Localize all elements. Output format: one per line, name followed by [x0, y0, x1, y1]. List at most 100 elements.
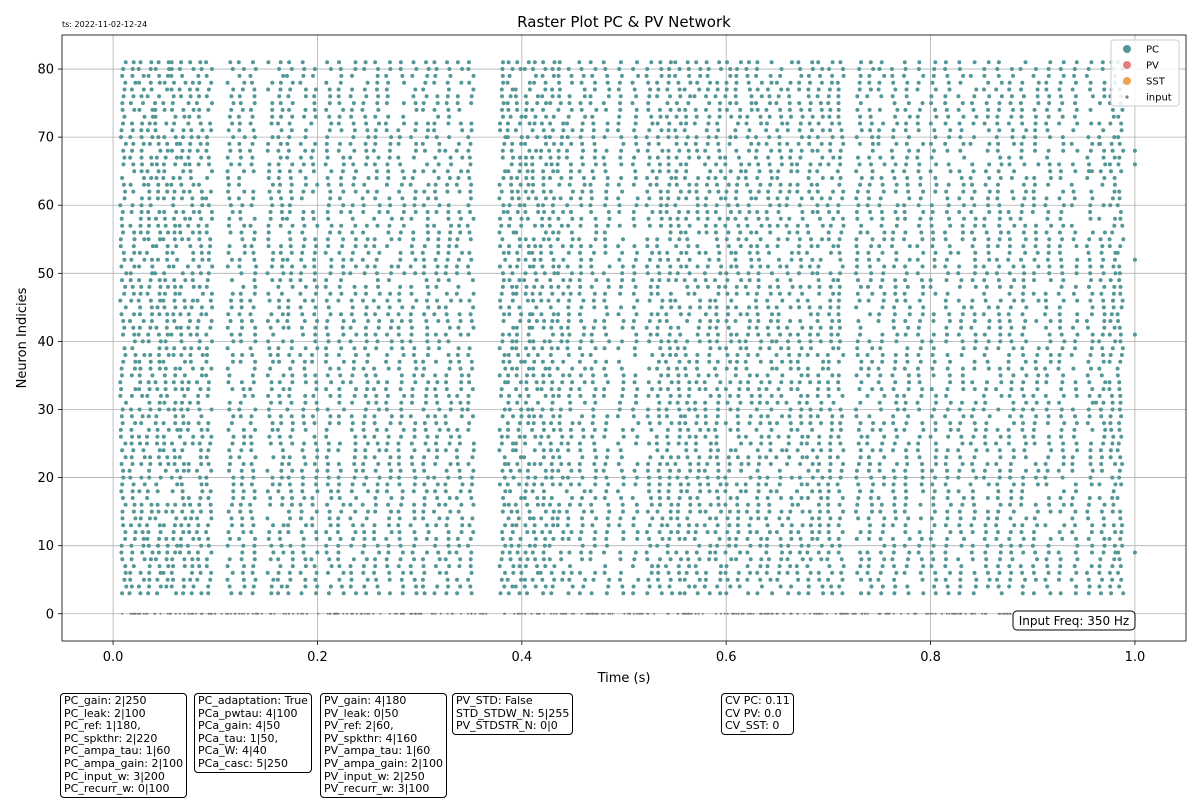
pc-spike [287, 570, 292, 575]
pc-spike [733, 250, 738, 255]
pc-spike [239, 230, 244, 235]
pc-spike [620, 584, 625, 589]
pc-spike [299, 591, 304, 596]
pc-spike [526, 60, 531, 65]
pc-spike [605, 448, 610, 453]
pc-spike [510, 284, 515, 289]
pc-spike [399, 373, 404, 378]
pc-spike [227, 114, 232, 119]
pc-spike [548, 278, 553, 283]
pc-spike [328, 67, 333, 71]
pc-spike [703, 577, 708, 582]
pc-spike [550, 128, 555, 133]
pc-spike [729, 557, 734, 562]
pc-spike [693, 407, 698, 412]
pc-spike [836, 346, 841, 351]
pc-spike [693, 564, 698, 569]
pc-spike [788, 80, 793, 85]
pc-spike [457, 107, 462, 112]
pc-spike [530, 407, 535, 412]
pc-spike [543, 564, 548, 569]
pc-spike [593, 530, 598, 535]
pc-spike [209, 407, 214, 412]
pc-spike [387, 60, 392, 65]
pc-spike [826, 359, 831, 364]
pc-spike [466, 427, 471, 432]
pc-spike [154, 155, 159, 160]
pc-spike [190, 570, 194, 575]
pc-spike [364, 475, 369, 480]
pc-spike [703, 148, 708, 153]
pc-spike [870, 509, 874, 514]
pc-spike [252, 496, 257, 500]
pc-spike [121, 250, 126, 255]
pc-spike [301, 73, 306, 78]
pc-spike [354, 332, 359, 337]
pc-spike [301, 550, 306, 555]
pc-spike [147, 189, 152, 194]
pc-spike [719, 196, 723, 201]
pc-spike [826, 380, 830, 385]
pc-spike [768, 577, 773, 582]
pc-spike [676, 441, 681, 446]
pc-spike [187, 189, 192, 194]
pc-spike [503, 570, 507, 575]
pc-spike [239, 298, 244, 303]
pc-spike [795, 427, 800, 432]
pc-spike [673, 73, 678, 78]
pc-spike [188, 319, 192, 323]
pc-spike [805, 298, 810, 303]
pc-spike [696, 462, 701, 466]
pc-spike [621, 373, 626, 378]
pc-spike [517, 237, 522, 242]
pc-spike [436, 162, 441, 167]
pc-spike [556, 107, 561, 112]
pc-spike [408, 264, 413, 269]
pc-spike [249, 530, 254, 535]
pc-spike [389, 237, 394, 242]
pc-spike [733, 448, 738, 453]
pc-spike [517, 244, 522, 249]
pc-spike [172, 319, 177, 323]
pc-spike [893, 584, 898, 589]
pc-spike [725, 530, 730, 535]
pc-spike [187, 400, 192, 405]
pc-spike [577, 421, 582, 426]
pc-spike [519, 496, 524, 500]
pc-spike [425, 284, 430, 289]
pc-spike [725, 400, 730, 405]
pc-spike [788, 366, 793, 371]
pc-spike [547, 557, 552, 562]
pc-spike [673, 176, 678, 180]
pc-spike [503, 380, 508, 385]
pc-spike [208, 325, 213, 330]
pc-spike [421, 564, 426, 569]
pc-spike [658, 189, 663, 194]
pc-spike [602, 319, 607, 323]
pc-spike [658, 462, 662, 466]
pc-spike [728, 73, 733, 78]
pc-spike [526, 244, 531, 249]
pc-spike [172, 80, 176, 85]
pc-spike [868, 87, 873, 92]
pc-spike [667, 346, 672, 351]
pc-spike [784, 203, 789, 208]
pc-spike [541, 421, 546, 426]
pc-spike [467, 155, 472, 160]
pc-spike [503, 543, 508, 548]
pc-spike [532, 80, 537, 85]
pc-spike [684, 475, 689, 480]
pc-spike [303, 577, 308, 582]
pc-spike [656, 468, 661, 473]
pc-spike [605, 176, 610, 180]
pc-spike [695, 332, 700, 337]
pc-spike [470, 455, 475, 460]
pc-spike [855, 353, 860, 357]
pc-spike [603, 244, 608, 249]
pc-spike [539, 250, 543, 255]
pc-spike [248, 387, 253, 392]
pc-spike [697, 543, 702, 548]
pc-spike [518, 319, 523, 323]
pc-spike [471, 414, 475, 419]
pc-spike [353, 244, 358, 249]
